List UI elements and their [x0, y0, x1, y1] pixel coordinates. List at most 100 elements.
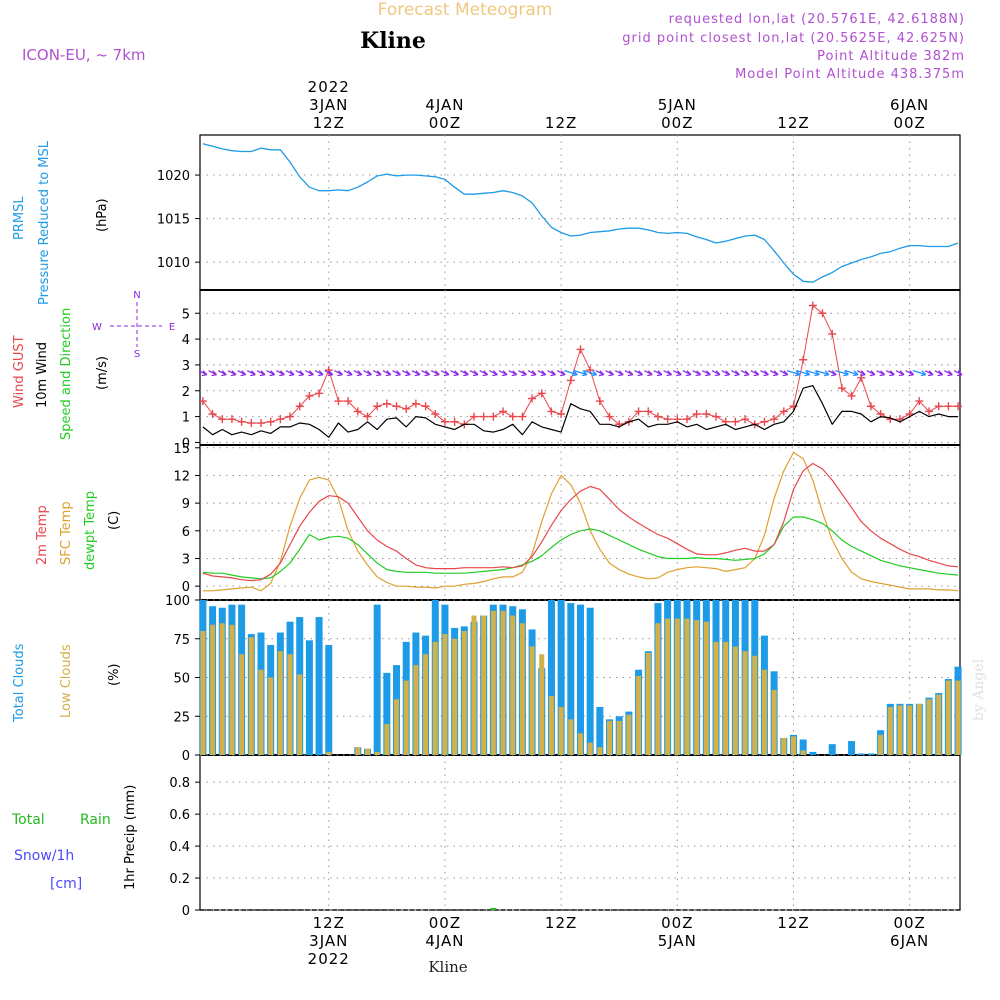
low-cloud-bar — [587, 742, 593, 755]
gust-marker — [247, 419, 256, 428]
gust-marker — [479, 412, 488, 421]
gust-marker — [682, 415, 691, 424]
wind-direction-arrowhead — [714, 370, 721, 377]
gust-marker — [411, 399, 420, 408]
x-tick-label-bottom: 5JAN — [658, 932, 697, 950]
y-tick-label: 2 — [182, 385, 190, 400]
pressure-msl-label: Pressure Reduced to MSL — [37, 140, 52, 305]
gridlines — [200, 135, 960, 911]
low-cloud-bar — [432, 641, 438, 755]
snow-unit-label: [cm] — [50, 876, 82, 892]
gust-marker — [702, 410, 711, 418]
y-tick-label: 100 — [165, 594, 190, 609]
wind-direction-arrowhead — [685, 370, 692, 377]
low-cloud-bar — [645, 652, 651, 755]
x-tick-label-bottom: 00Z — [429, 914, 461, 932]
wind-direction-arrowhead — [743, 370, 750, 377]
low-cloud-bar — [781, 737, 787, 755]
wind-direction-arrowhead — [937, 370, 944, 377]
footer-location: Kline — [428, 958, 467, 976]
gust-marker — [741, 415, 750, 424]
wind-direction-arrowhead — [201, 370, 208, 377]
wind-direction-arrowhead — [327, 370, 334, 377]
x-tick-label-bottom: 00Z — [661, 914, 693, 932]
low-cloud-bar — [771, 689, 777, 755]
wind-direction-arrowhead — [356, 370, 363, 377]
gust-marker — [925, 407, 934, 416]
gust-marker — [576, 345, 585, 354]
gust-marker — [286, 412, 295, 421]
gust-marker — [954, 402, 963, 411]
y-tick-label: 0.2 — [169, 872, 190, 887]
total-cloud-bar — [799, 739, 807, 755]
wind-direction-arrowhead — [221, 370, 227, 377]
low-cloud-bar — [558, 706, 564, 755]
wind-direction-arrowhead — [879, 370, 886, 377]
low-cloud-bar — [703, 621, 709, 755]
wind-direction-arrowhead — [550, 370, 556, 377]
y-tick-label: 3 — [182, 359, 190, 374]
x-tick-label-bottom: 12Z — [313, 914, 345, 932]
clouds-unit-label: (%) — [107, 664, 122, 687]
gust-marker — [634, 407, 643, 416]
gust-marker — [770, 415, 779, 424]
y-tick-label: 1015 — [157, 213, 190, 228]
wind-direction-arrowhead — [269, 370, 276, 377]
low-cloud-bar — [916, 703, 922, 755]
gust-marker — [595, 397, 604, 406]
wind-direction-arrowhead — [346, 370, 353, 377]
wind-direction-arrowhead — [540, 370, 547, 377]
wind-direction-arrowhead — [627, 370, 634, 377]
gust-marker — [799, 355, 808, 364]
low-cloud-bar — [384, 724, 390, 755]
low-cloud-bar — [742, 651, 748, 755]
x-tick-label-top: 12Z — [545, 114, 577, 132]
gust-marker — [440, 417, 449, 426]
gust-marker — [847, 391, 856, 400]
low-cloud-bar — [461, 631, 467, 755]
wind-direction-arrowhead — [501, 370, 508, 377]
x-tick-label-top: 00Z — [429, 114, 461, 132]
low-cloud-bar — [229, 624, 235, 755]
wind-gust-label: Wind GUST — [12, 335, 27, 408]
low-cloud-bar — [452, 638, 458, 755]
wind-direction-arrowhead — [753, 370, 760, 377]
low-cloud-bar — [636, 675, 642, 755]
gust-marker — [334, 397, 343, 406]
y-tick-label: 12 — [173, 469, 190, 484]
gust-marker — [266, 417, 275, 426]
y-tick-label: 3 — [182, 552, 190, 567]
y-tick-label: 25 — [173, 710, 190, 725]
total-clouds-label: Total Clouds — [12, 643, 27, 723]
gust-marker — [518, 412, 527, 421]
gust-marker — [450, 417, 459, 426]
total-cloud-bar — [828, 744, 836, 755]
low-cloud-bar — [248, 637, 254, 755]
gust-marker — [808, 301, 817, 310]
low-cloud-bar — [684, 618, 690, 755]
wind-direction-arrowhead — [608, 370, 614, 377]
total-cloud-bar — [867, 753, 875, 755]
wind-direction-arrowhead — [472, 370, 479, 377]
gust-marker — [731, 417, 740, 426]
wind-direction-arrowhead — [230, 370, 237, 377]
wind-direction-arrowhead — [869, 370, 876, 377]
x-tick-label-top: 6JAN — [890, 96, 929, 114]
low-cloud-bar — [529, 646, 535, 755]
low-cloud-bar — [761, 669, 767, 755]
pressure-panel-labels: PRMSL Pressure Reduced to MSL (hPa) — [12, 140, 110, 305]
low-cloud-bar — [481, 615, 487, 755]
low-cloud-bar — [423, 654, 429, 755]
y-tick-label: 0 — [182, 580, 190, 595]
wind-direction-arrow — [806, 370, 820, 376]
wind-direction-arrowhead — [530, 370, 537, 377]
total-cloud-bar — [857, 753, 865, 755]
wind-direction-arrowhead — [337, 370, 343, 377]
total-cloud-bar — [848, 741, 856, 755]
gust-marker — [392, 402, 401, 411]
model-label: ICON-EU, ~ 7km — [22, 46, 146, 64]
gust-marker — [421, 402, 430, 411]
y-tick-label: 9 — [182, 497, 190, 512]
low-cloud-bar — [413, 665, 419, 755]
wind-direction-arrowhead — [889, 370, 895, 377]
